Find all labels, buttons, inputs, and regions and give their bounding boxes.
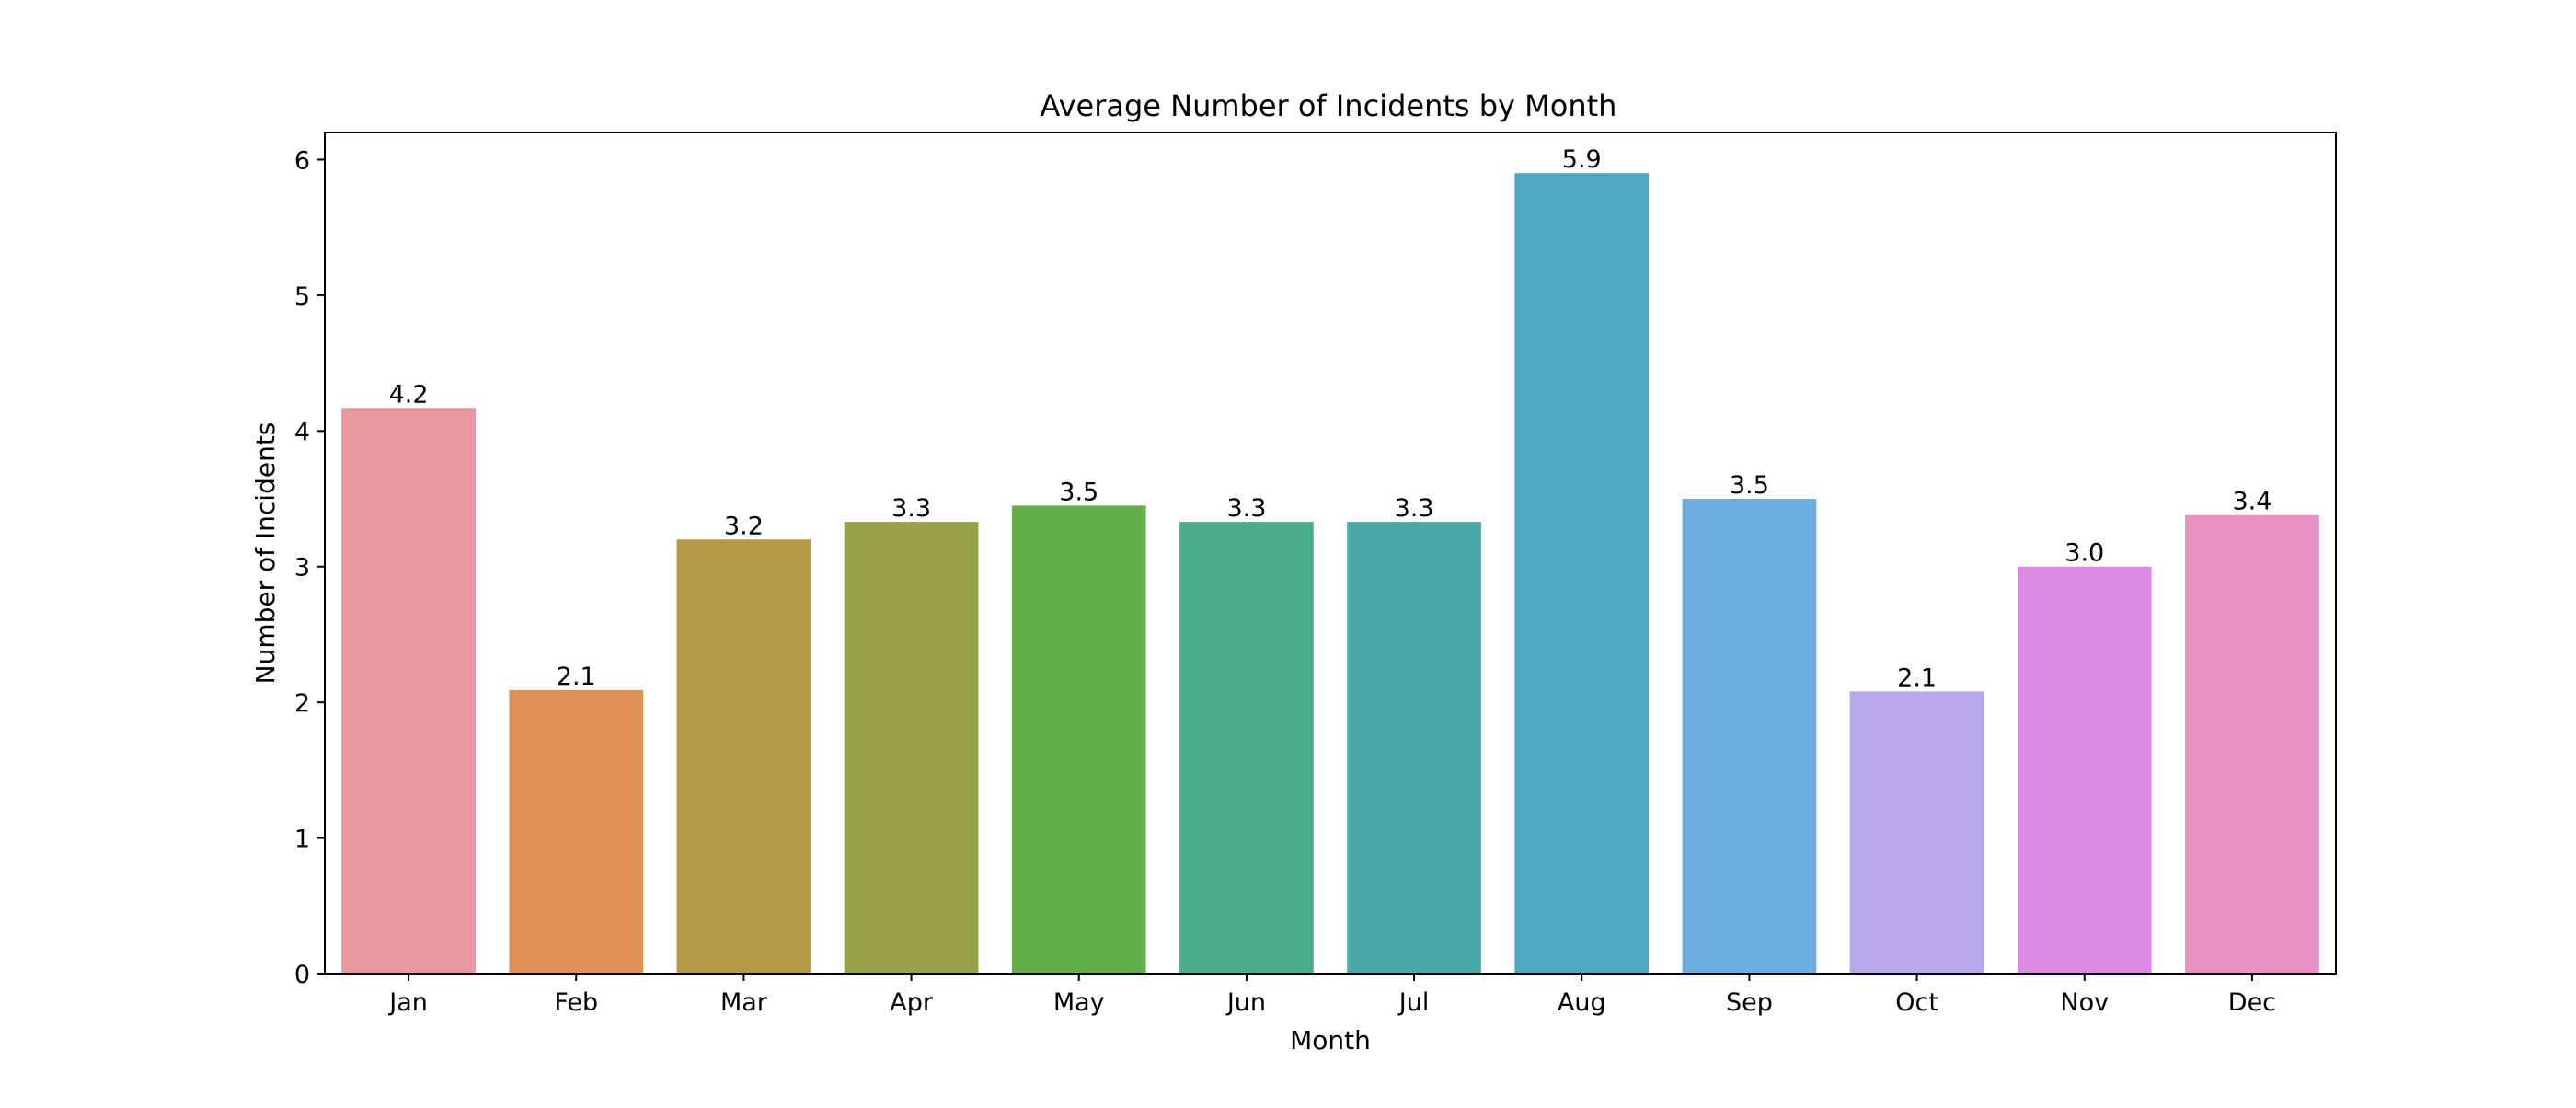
- value-label-jul: 3.3: [1395, 494, 1434, 523]
- bar-jul: [1347, 522, 1481, 974]
- bar-apr: [844, 522, 979, 974]
- x-axis: Jan Feb Mar Apr May Jun Jul Aug Sep Oct Nov Dec: [387, 974, 2276, 1017]
- plot-frame: [324, 132, 2337, 975]
- bar-aug: [1514, 173, 1650, 975]
- x-tick-label-mar: Mar: [720, 988, 768, 1017]
- value-label-may: 3.5: [1059, 478, 1098, 506]
- bar-feb: [509, 689, 644, 974]
- x-tick-label-dec: Dec: [2228, 988, 2276, 1017]
- y-axis-label: Number of Incidents: [250, 422, 281, 685]
- x-tick-label-jun: Jun: [1225, 988, 1266, 1017]
- y-tick-label-0: 0: [294, 961, 310, 989]
- value-label-feb: 2.1: [557, 663, 596, 691]
- y-tick-label-6: 6: [294, 146, 310, 175]
- y-axis: 0 1 2 3 4 5 6: [294, 146, 325, 989]
- x-tick-label-jul: Jul: [1397, 988, 1430, 1017]
- value-label-sep: 3.5: [1730, 471, 1769, 500]
- x-tick-label-aug: Aug: [1558, 988, 1606, 1017]
- x-tick-label-feb: Feb: [554, 988, 598, 1017]
- x-tick-label-nov: Nov: [2060, 988, 2109, 1017]
- value-label-apr: 3.3: [891, 494, 931, 523]
- value-labels-layer: 4.2 2.1 3.2 3.3 3.5 3.3 3.3 5.9 3.5 2.1 3.0 3.4: [389, 145, 2272, 692]
- y-tick-label-2: 2: [294, 689, 310, 718]
- bar-may: [1011, 505, 1146, 974]
- y-tick-label-3: 3: [294, 554, 310, 583]
- x-axis-label: Month: [1290, 1025, 1371, 1056]
- bar-sep: [1682, 499, 1817, 974]
- bar-mar: [676, 539, 811, 974]
- x-tick-label-jan: Jan: [387, 988, 428, 1017]
- value-label-jan: 4.2: [389, 380, 429, 409]
- value-label-oct: 2.1: [1897, 664, 1937, 692]
- value-label-aug: 5.9: [1562, 145, 1602, 174]
- x-tick-label-may: May: [1053, 988, 1105, 1017]
- bar-nov: [2017, 566, 2152, 974]
- bars-layer: [341, 173, 2319, 975]
- x-tick-label-sep: Sep: [1726, 988, 1773, 1017]
- bar-oct: [1849, 691, 1984, 974]
- bar-jan: [341, 408, 476, 974]
- bar-jun: [1179, 522, 1314, 974]
- y-tick-label-4: 4: [294, 418, 310, 446]
- value-label-mar: 3.2: [724, 512, 764, 540]
- y-tick-label-1: 1: [294, 825, 310, 854]
- value-label-nov: 3.0: [2064, 539, 2104, 568]
- chart-title: Average Number of Incidents by Month: [1041, 88, 1617, 123]
- x-tick-label-oct: Oct: [1895, 988, 1938, 1017]
- bar-dec: [2185, 514, 2319, 974]
- x-tick-label-apr: Apr: [890, 988, 934, 1017]
- y-tick-label-5: 5: [294, 283, 310, 311]
- value-label-jun: 3.3: [1226, 494, 1266, 523]
- value-label-dec: 3.4: [2232, 488, 2271, 516]
